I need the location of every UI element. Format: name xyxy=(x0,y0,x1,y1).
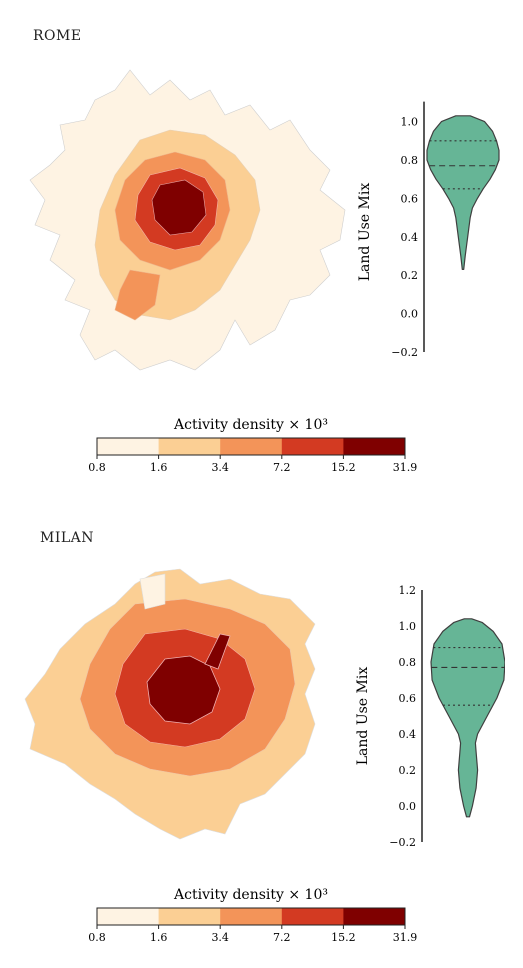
milan-violin-chart: −0.2 0.0 0.2 0.4 0.6 0.8 1.0 1.2 Land Use Mix xyxy=(355,584,505,849)
colorbar-tick-label: 7.2 xyxy=(273,461,291,474)
rome-core xyxy=(151,179,207,236)
colorbar-tick-label: 1.6 xyxy=(150,931,168,944)
colorbar-tick-label: 3.4 xyxy=(211,461,229,474)
y-tick-label: 1.2 xyxy=(399,584,417,597)
y-tick-label: 0.0 xyxy=(399,800,417,813)
y-tick-label: 0.8 xyxy=(399,656,417,669)
rome-violin-chart: −0.2 0.0 0.2 0.4 0.6 0.8 1.0 Land Use Mix xyxy=(357,101,500,359)
colorbar-tick-label: 31.9 xyxy=(393,931,418,944)
colorbar-frame xyxy=(96,907,406,926)
colorbar-tick-label: 3.4 xyxy=(211,931,229,944)
colorbar-tick-label: 1.6 xyxy=(150,461,168,474)
y-axis-label: Land Use Mix xyxy=(355,667,371,766)
y-tick-label: 0.6 xyxy=(401,192,419,205)
y-tick-label: −0.2 xyxy=(389,836,416,849)
rome-panel: ROME −0.2 0.0 0.2 0.4 0.6 0.8 1.0 Land Use Mix … xyxy=(29,28,500,474)
colorbar-tick-label: 31.9 xyxy=(393,461,418,474)
y-tick-label: 1.0 xyxy=(401,116,419,129)
y-tick-label: 0.0 xyxy=(401,308,419,321)
y-tick-label: 1.0 xyxy=(399,620,417,633)
y-tick-label: 0.8 xyxy=(401,154,419,167)
colorbar-tick-label: 15.2 xyxy=(331,461,356,474)
milan-colorbar: Activity density × 10³ 0.8 1.6 3.4 7.2 15.2 31… xyxy=(88,887,418,944)
colorbar-tick-label: 0.8 xyxy=(88,931,106,944)
violin-body xyxy=(430,618,505,818)
milan-title: MILAN xyxy=(40,530,95,546)
colorbar-segment xyxy=(343,438,406,455)
rome-orange-lobe xyxy=(114,269,161,321)
y-tick-label: 0.2 xyxy=(399,764,417,777)
violin-body xyxy=(426,115,500,270)
rome-colorbar: Activity density × 10³ 0.8 1.6 3.4 7.2 15.2 31… xyxy=(88,417,418,474)
milan-core-spur xyxy=(204,633,231,670)
colorbar-frame xyxy=(96,437,406,456)
y-tick-label: −0.2 xyxy=(391,346,418,359)
colorbar-segment xyxy=(158,438,221,455)
y-tick-label: 0.4 xyxy=(399,728,417,741)
colorbar-segment xyxy=(281,908,344,925)
colorbar-segment xyxy=(343,908,406,925)
milan-pale-patch xyxy=(139,573,166,610)
y-tick-label: 0.4 xyxy=(401,231,419,244)
y-axis-label: Land Use Mix xyxy=(357,183,373,282)
colorbar-title: Activity density × 10³ xyxy=(173,887,328,903)
colorbar-title: Activity density × 10³ xyxy=(173,417,328,433)
colorbar-segment xyxy=(281,438,344,455)
colorbar-segment xyxy=(97,438,160,455)
y-tick-label: 0.2 xyxy=(401,269,419,282)
milan-panel: MILAN −0.2 0.0 0.2 0.4 0.6 0.8 1.0 1.2 Land Use … xyxy=(0,484,523,968)
colorbar-tick-label: 0.8 xyxy=(88,461,106,474)
y-tick-label: 0.6 xyxy=(399,692,417,705)
colorbar-segment xyxy=(158,908,221,925)
colorbar-segment xyxy=(97,908,160,925)
rome-choropleth-map xyxy=(29,69,346,371)
rome-title: ROME xyxy=(33,28,82,44)
colorbar-segment xyxy=(220,438,283,455)
colorbar-tick-label: 15.2 xyxy=(331,931,356,944)
milan-core xyxy=(146,655,221,725)
colorbar-segment xyxy=(220,908,283,925)
colorbar-tick-label: 7.2 xyxy=(273,931,291,944)
milan-choropleth-map xyxy=(24,568,316,840)
